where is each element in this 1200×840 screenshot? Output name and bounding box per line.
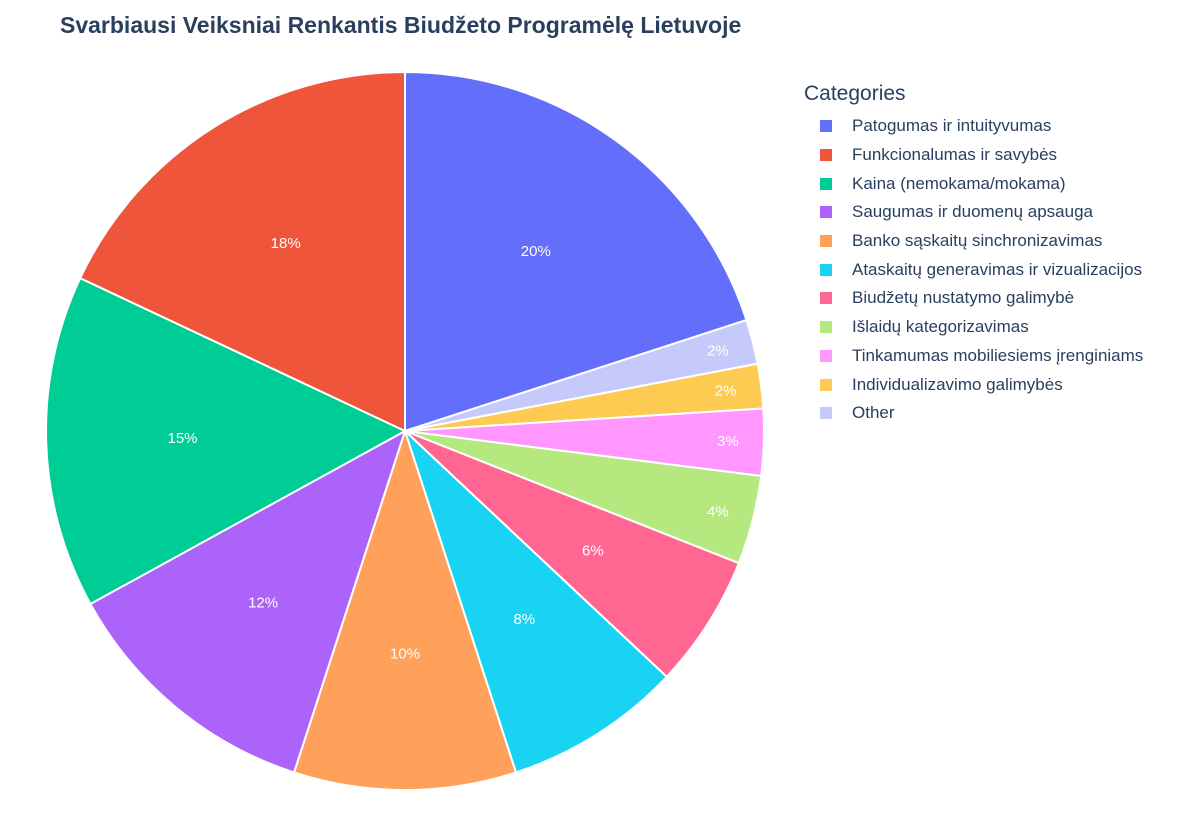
slice-percent-label: 4%: [707, 503, 729, 520]
legend-swatch-icon: [820, 378, 832, 391]
legend-label: Funkcionalumas ir savybės: [852, 145, 1058, 165]
pie-slice-labels: 20% 2% 2% 3% 4% 6% 8% 10% 12% 15% 18%: [167, 235, 738, 662]
pie-slice[interactable]: [404, 430, 669, 774]
legend-label: Saugumas ir duomenų apsauga: [852, 202, 1093, 222]
legend-label: Biudžetų nustatymo galimybė: [852, 288, 1075, 308]
legend-label: Ataskaitų generavimas ir vizualizacijos: [852, 259, 1143, 279]
pie-slice[interactable]: [78, 70, 406, 433]
slice-percent-label: 8%: [513, 611, 535, 628]
slice-percent-label: 15%: [167, 430, 197, 447]
slice-percent-label: 18%: [271, 235, 301, 252]
legend-swatch-icon: [820, 321, 832, 334]
slice-percent-label: 10%: [390, 646, 420, 663]
legend-label: Individualizavimo galimybės: [852, 374, 1063, 394]
pie-slices: [45, 70, 765, 791]
legend-swatch-icon: [820, 177, 832, 190]
legend-swatch-icon: [820, 263, 832, 276]
slice-percent-label: 6%: [582, 542, 604, 559]
pie-slice[interactable]: [404, 70, 748, 433]
slice-percent-label: 3%: [717, 433, 739, 450]
legend-label: Tinkamumas mobiliesiems įrenginiams: [852, 345, 1144, 365]
slice-percent-label: 20%: [521, 243, 551, 260]
chart-title: Svarbiausi Veiksniai Renkantis Biudžeto …: [60, 12, 742, 38]
legend-item[interactable]: Išlaidų kategorizavimas: [804, 313, 1143, 342]
pie-slice[interactable]: [89, 428, 407, 774]
legend-swatch-icon: [820, 292, 832, 305]
legend-swatch-icon: [820, 206, 832, 219]
legend-item[interactable]: Other: [804, 399, 1143, 428]
legend-swatch-icon: [820, 407, 832, 420]
legend-item[interactable]: Individualizavimo galimybės: [804, 370, 1143, 399]
legend-swatch-icon: [820, 149, 832, 162]
slice-percent-label: 2%: [715, 383, 737, 400]
pie-slice[interactable]: [45, 276, 408, 606]
legend-label: Banko sąskaitų sinchronizavimas: [852, 231, 1103, 251]
legend-swatch-icon: [820, 235, 832, 248]
legend-item[interactable]: Saugumas ir duomenų apsauga: [804, 198, 1143, 227]
legend-swatch-icon: [820, 349, 832, 362]
legend-label: Išlaidų kategorizavimas: [852, 317, 1029, 337]
legend-item[interactable]: Funkcionalumas ir savybės: [804, 141, 1143, 170]
legend-label: Other: [852, 403, 895, 423]
legend-item[interactable]: Kaina (nemokama/mokama): [804, 169, 1143, 198]
legend-item[interactable]: Banko sąskaitų sinchronizavimas: [804, 227, 1143, 256]
legend-title: Categories: [804, 82, 906, 105]
legend-item[interactable]: Ataskaitų generavimas ir vizualizacijos: [804, 255, 1143, 284]
legend-items: Patogumas ir intuityvumas Funkcionalumas …: [804, 112, 1143, 428]
pie-slice[interactable]: [404, 430, 741, 679]
legend-label: Patogumas ir intuityvumas: [852, 116, 1052, 136]
legend: Categories Patogumas ir intuityvumas Funk…: [804, 80, 1143, 428]
pie-slice[interactable]: [292, 427, 518, 791]
legend-item[interactable]: Patogumas ir intuityvumas: [804, 112, 1143, 141]
legend-label: Kaina (nemokama/mokama): [852, 173, 1066, 193]
slice-percent-label: 2%: [707, 343, 729, 360]
legend-swatch-icon: [820, 120, 832, 133]
legend-item[interactable]: Biudžetų nustatymo galimybė: [804, 284, 1143, 313]
legend-item[interactable]: Tinkamumas mobiliesiems įrenginiams: [804, 342, 1143, 371]
slice-percent-label: 12%: [248, 595, 278, 612]
